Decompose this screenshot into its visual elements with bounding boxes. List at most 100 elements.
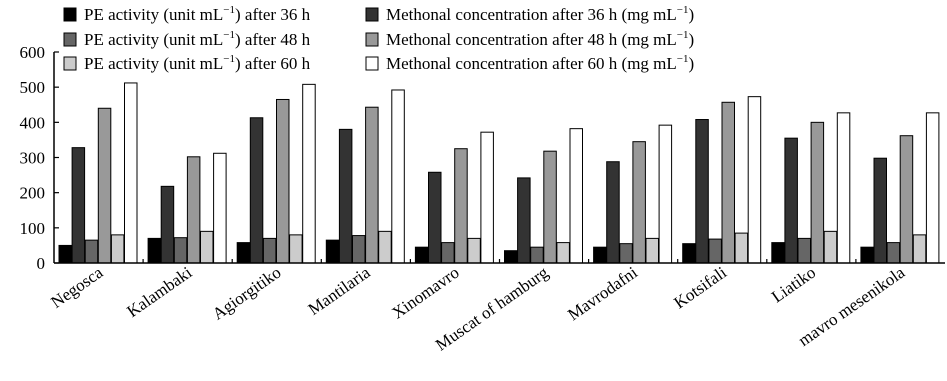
x-tick-label: Mavrodafni xyxy=(564,263,641,325)
bar xyxy=(556,242,570,264)
bar xyxy=(784,137,798,264)
x-tick-label: Kalambaki xyxy=(123,263,195,322)
bar xyxy=(325,239,340,264)
bar xyxy=(606,161,620,264)
legend-label-superscript: −1 xyxy=(223,4,235,16)
bar xyxy=(236,242,251,264)
x-tick-label: Mantilaria xyxy=(305,262,374,318)
bar xyxy=(480,131,494,264)
bar xyxy=(467,237,481,264)
bar xyxy=(262,237,277,264)
legend-label-suffix: ) xyxy=(689,30,695,49)
y-tick-label: 400 xyxy=(20,113,46,132)
bar xyxy=(147,237,162,264)
bar xyxy=(734,232,749,264)
bar xyxy=(441,242,455,264)
legend-label-suffix: ) xyxy=(689,5,695,24)
bar xyxy=(200,230,214,264)
bar xyxy=(836,112,851,264)
legend-label: Methonal concentration after 48 h (mg mL… xyxy=(386,29,694,49)
bar xyxy=(186,156,201,264)
x-tick-label: Kotsifali xyxy=(670,263,730,313)
bar xyxy=(391,89,405,264)
bars xyxy=(58,82,940,264)
bar xyxy=(173,237,188,264)
legend-label-suffix: ) after 60 h xyxy=(235,54,311,73)
bar xyxy=(454,148,468,264)
bar xyxy=(823,230,838,264)
legend-item: Methonal concentration after 36 h (mg mL… xyxy=(365,4,694,24)
legend-swatch xyxy=(63,32,77,47)
legend-label-superscript: −1 xyxy=(677,4,689,16)
bar xyxy=(543,150,557,264)
bar xyxy=(249,117,264,264)
bar xyxy=(682,243,696,264)
legend-label: Methonal concentration after 36 h (mg mL… xyxy=(386,4,694,24)
y-tick-label: 500 xyxy=(20,78,46,97)
legend-label-superscript: −1 xyxy=(677,53,689,65)
bar xyxy=(747,96,762,264)
x-tick-label: Xinomavro xyxy=(388,263,462,323)
bar xyxy=(97,107,112,264)
bar xyxy=(124,82,138,264)
legend-item: Methonal concentration after 60 h (mg mL… xyxy=(365,53,694,73)
legend-swatch xyxy=(63,7,77,22)
bar xyxy=(276,98,290,264)
bar xyxy=(414,246,429,264)
bar xyxy=(504,250,518,264)
legend-label-prefix: PE activity (unit mL xyxy=(84,54,223,73)
bar xyxy=(289,234,303,264)
bar xyxy=(860,246,874,264)
legend-label: PE activity (unit mL−1) after 60 h xyxy=(84,53,311,73)
y-tick-label: 600 xyxy=(20,43,46,62)
bar xyxy=(695,119,709,264)
bar xyxy=(530,246,544,264)
bar xyxy=(721,101,735,264)
bar xyxy=(912,234,927,264)
bar xyxy=(84,239,99,264)
legend-label: PE activity (unit mL−1) after 48 h xyxy=(84,29,311,49)
legend-label-prefix: Methonal concentration after 36 h (mg mL xyxy=(386,5,677,24)
legend-label-superscript: −1 xyxy=(223,29,235,41)
bar xyxy=(658,124,673,264)
bar xyxy=(378,230,392,264)
legend-item: PE activity (unit mL−1) after 36 h xyxy=(63,4,311,24)
legend-label-prefix: Methonal concentration after 48 h (mg mL xyxy=(386,30,677,49)
y-axis: 0 100 200 300 400 500 600 xyxy=(20,43,59,273)
legend-label-superscript: −1 xyxy=(223,53,235,65)
legend-label: Methonal concentration after 60 h (mg mL… xyxy=(386,53,694,73)
y-tick-label: 300 xyxy=(20,149,46,168)
bar xyxy=(899,135,914,264)
x-axis: Negosca Kalambaki Agiorgitiko Mantilaria Xin… xyxy=(47,259,945,354)
bar xyxy=(110,234,125,264)
legend: PE activity (unit mL−1) after 36 hPE act… xyxy=(63,4,694,73)
bar xyxy=(810,121,825,264)
legend-swatch xyxy=(365,56,379,71)
legend-label-prefix: Methonal concentration after 60 h (mg mL xyxy=(386,54,677,73)
bar xyxy=(645,237,659,264)
bar xyxy=(632,141,646,264)
bar xyxy=(797,237,811,264)
bar xyxy=(873,157,887,264)
bar xyxy=(352,235,366,264)
bar xyxy=(593,246,607,264)
legend-swatch xyxy=(365,32,379,47)
bar xyxy=(160,185,175,264)
legend-label: PE activity (unit mL−1) after 36 h xyxy=(84,4,311,24)
bar xyxy=(213,152,227,264)
legend-item: Methonal concentration after 48 h (mg mL… xyxy=(365,29,694,49)
legend-swatch xyxy=(63,56,77,71)
bar xyxy=(428,171,442,264)
y-tick-label: 100 xyxy=(20,219,46,238)
bar xyxy=(71,147,86,264)
legend-label-suffix: ) after 36 h xyxy=(235,5,311,24)
legend-item: PE activity (unit mL−1) after 60 h xyxy=(63,53,311,73)
x-tick-label: Agiorgitiko xyxy=(209,263,285,324)
bar xyxy=(708,238,722,264)
y-tick-label: 0 xyxy=(37,254,46,273)
bar xyxy=(771,242,785,264)
bar xyxy=(338,128,353,264)
bar xyxy=(886,242,901,264)
bar xyxy=(619,243,633,264)
